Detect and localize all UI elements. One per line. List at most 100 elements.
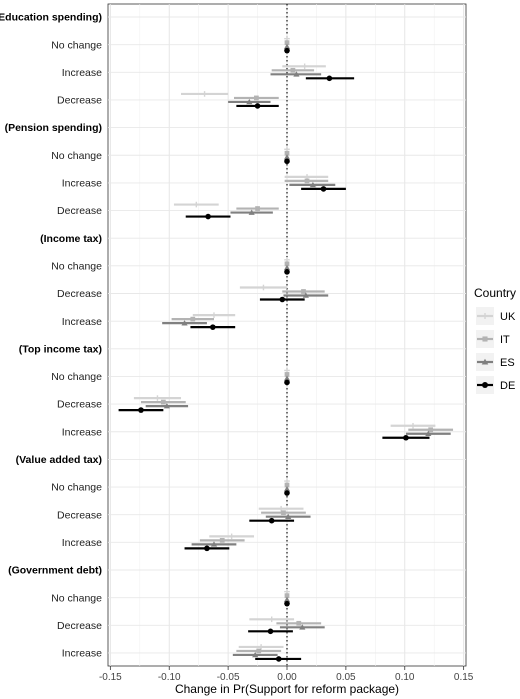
point-uk bbox=[239, 284, 287, 291]
point-de bbox=[284, 379, 290, 386]
legend-label: ES bbox=[500, 357, 515, 369]
legend-label: DE bbox=[500, 380, 515, 392]
point-it bbox=[171, 316, 214, 322]
point-marker bbox=[254, 95, 259, 101]
legend-label: IT bbox=[500, 334, 510, 346]
point-de bbox=[284, 600, 290, 607]
group-label: (Income tax) bbox=[40, 233, 102, 245]
point-marker bbox=[299, 624, 306, 630]
point-es bbox=[145, 403, 189, 409]
point-it bbox=[261, 510, 306, 516]
group-label: (Top income tax) bbox=[19, 343, 102, 355]
point-es bbox=[230, 209, 273, 215]
point-marker bbox=[267, 628, 274, 635]
legend-title: Country bbox=[474, 286, 516, 300]
point-marker bbox=[228, 533, 235, 540]
point-it bbox=[199, 537, 245, 543]
point-de bbox=[382, 434, 430, 441]
row-label: Increase bbox=[62, 648, 102, 660]
point-es bbox=[279, 624, 325, 630]
row-label: No change bbox=[51, 482, 102, 494]
point-it bbox=[284, 482, 290, 488]
point-marker bbox=[219, 537, 225, 543]
point-es bbox=[283, 43, 291, 49]
point-marker bbox=[284, 490, 290, 496]
point-marker bbox=[284, 482, 290, 488]
legend-entry-es: ES bbox=[476, 353, 515, 371]
point-marker bbox=[205, 213, 211, 220]
point-marker bbox=[320, 186, 327, 192]
point-marker bbox=[403, 434, 409, 441]
x-tick-label: 0.00 bbox=[277, 672, 297, 683]
point-de bbox=[249, 517, 295, 524]
point-marker bbox=[290, 67, 296, 73]
group-label: (Education spending) bbox=[0, 12, 102, 24]
data-marks bbox=[118, 35, 454, 662]
x-axis-title: Change in Pr(Support for reform package) bbox=[175, 682, 399, 696]
point-marker bbox=[425, 430, 432, 437]
group-label: (Pension spending) bbox=[5, 122, 102, 134]
point-marker bbox=[254, 103, 261, 109]
point-de bbox=[190, 324, 236, 330]
point-marker bbox=[138, 407, 144, 413]
point-it bbox=[282, 289, 325, 294]
point-marker bbox=[309, 181, 316, 188]
point-marker bbox=[428, 427, 434, 433]
point-marker bbox=[326, 75, 333, 82]
point-marker bbox=[252, 651, 259, 658]
row-label: Increase bbox=[62, 316, 102, 328]
point-marker bbox=[284, 269, 290, 275]
point-de bbox=[259, 296, 305, 303]
point-marker bbox=[293, 71, 300, 77]
point-marker bbox=[284, 379, 290, 386]
point-marker bbox=[284, 158, 290, 165]
row-label: Increase bbox=[62, 426, 102, 438]
point-de bbox=[184, 545, 230, 552]
point-uk bbox=[173, 201, 219, 208]
point-marker bbox=[268, 616, 275, 623]
point-marker bbox=[201, 91, 208, 97]
point-de bbox=[236, 103, 279, 109]
point-marker bbox=[248, 209, 255, 215]
x-tick-label: 0.10 bbox=[395, 672, 415, 683]
point-uk bbox=[249, 616, 295, 623]
row-label: Increase bbox=[62, 537, 102, 549]
row-labels: (Education spending) No change Increase Dec… bbox=[0, 12, 102, 660]
point-uk bbox=[192, 312, 236, 318]
point-marker bbox=[268, 517, 275, 524]
row-label: No change bbox=[51, 371, 102, 383]
point-marker bbox=[256, 648, 262, 654]
point-marker bbox=[283, 485, 291, 492]
row-label: Decrease bbox=[57, 205, 102, 217]
x-tick-label: -0.05 bbox=[217, 672, 240, 683]
point-marker bbox=[260, 284, 267, 291]
legend-key-marker bbox=[482, 336, 488, 342]
point-marker bbox=[163, 403, 170, 409]
point-it bbox=[284, 178, 329, 184]
legend-key-marker bbox=[481, 358, 489, 365]
point-it bbox=[284, 261, 290, 267]
point-marker bbox=[302, 292, 309, 298]
point-uk bbox=[390, 422, 436, 429]
point-marker bbox=[285, 513, 292, 520]
point-marker bbox=[160, 399, 166, 405]
point-marker bbox=[284, 261, 290, 267]
point-de bbox=[301, 186, 346, 192]
point-de bbox=[185, 213, 231, 220]
point-marker bbox=[181, 320, 188, 326]
group-label: (Government debt) bbox=[8, 565, 102, 577]
point-de bbox=[118, 407, 164, 413]
point-marker bbox=[246, 98, 253, 105]
point-marker bbox=[284, 600, 290, 607]
point-marker bbox=[304, 178, 310, 184]
point-es bbox=[265, 513, 311, 520]
point-marker bbox=[190, 316, 196, 322]
row-label: Decrease bbox=[57, 509, 102, 521]
x-axis-ticks: -0.15 -0.10 -0.05 0.00 0.05 0.10 0.15 bbox=[99, 666, 474, 683]
row-label: Decrease bbox=[57, 620, 102, 632]
point-marker bbox=[284, 47, 290, 54]
point-de bbox=[255, 656, 302, 662]
point-de bbox=[305, 75, 355, 82]
point-uk bbox=[282, 63, 326, 70]
